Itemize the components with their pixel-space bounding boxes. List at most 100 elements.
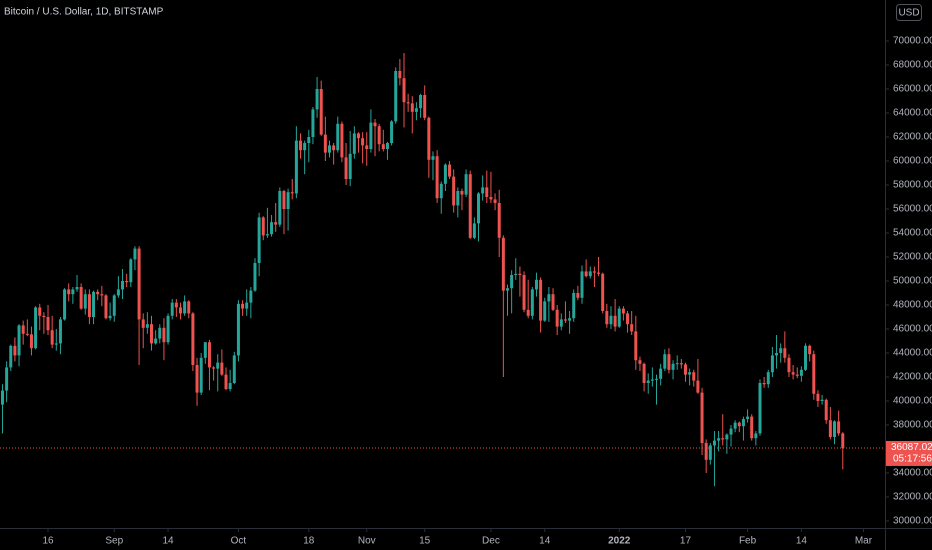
- candle-body: [427, 117, 431, 160]
- x-tick-label: Sep: [105, 536, 123, 547]
- candle-body: [100, 294, 104, 296]
- candle-body: [791, 372, 795, 375]
- candle-body: [485, 187, 489, 198]
- candle-body: [841, 433, 845, 448]
- candle-body: [21, 325, 25, 334]
- candle-body: [96, 291, 100, 295]
- candle-body: [191, 313, 195, 366]
- candle-body: [741, 419, 745, 427]
- candle-body: [92, 291, 96, 318]
- candle-body: [671, 363, 675, 370]
- candle-body: [725, 434, 729, 440]
- candle-body: [613, 315, 617, 327]
- candle-body: [452, 176, 456, 206]
- candle-body: [795, 374, 799, 376]
- candle-body: [150, 324, 154, 344]
- x-tick-label: Feb: [739, 536, 757, 547]
- candle-body: [708, 445, 712, 460]
- candle-body: [29, 334, 33, 349]
- x-tick-label: 17: [680, 536, 692, 547]
- candle-body: [526, 309, 530, 316]
- candle-body: [46, 317, 50, 331]
- candle-body: [609, 315, 613, 325]
- candle-body: [638, 360, 642, 364]
- candle-body: [394, 71, 398, 122]
- candle-body: [282, 191, 286, 210]
- candle-body: [54, 343, 58, 345]
- candle-body: [170, 302, 174, 316]
- candle-body: [692, 372, 696, 381]
- x-tick-label: 14: [162, 536, 174, 547]
- y-tick-label: 60000.00: [893, 156, 932, 167]
- candle-body: [125, 281, 129, 283]
- candle-body: [820, 399, 824, 402]
- candle-body: [137, 248, 141, 320]
- candle-body: [141, 319, 145, 328]
- candle-body: [327, 145, 331, 153]
- candle-body: [67, 289, 71, 295]
- candle-body: [369, 122, 373, 150]
- candle-body: [17, 325, 21, 356]
- candle-body: [489, 197, 493, 200]
- candle-body: [38, 307, 42, 316]
- candle-body: [63, 289, 67, 320]
- candle-body: [303, 143, 307, 151]
- y-tick-label: 52000.00: [893, 252, 932, 263]
- currency-button[interactable]: [896, 4, 922, 21]
- candle-body: [34, 307, 38, 349]
- y-tick-label: 46000.00: [893, 324, 932, 335]
- candle-body: [154, 338, 158, 344]
- x-tick-label: Dec: [482, 536, 500, 547]
- candle-body: [129, 259, 133, 283]
- candle-body: [207, 342, 211, 368]
- candle-body: [332, 145, 336, 151]
- candle-body: [630, 324, 634, 332]
- y-tick-label: 66000.00: [893, 84, 932, 95]
- y-tick-label: 30000.00: [893, 516, 932, 527]
- candle-body: [551, 294, 555, 310]
- y-tick-label: 58000.00: [893, 180, 932, 191]
- candle-body: [71, 289, 75, 295]
- candle-body: [410, 103, 414, 112]
- candle-body: [42, 315, 46, 318]
- candle-body: [5, 367, 9, 391]
- candle-body: [236, 303, 240, 356]
- candle-body: [659, 368, 663, 379]
- candle-body: [108, 315, 112, 319]
- candle-body: [750, 416, 754, 439]
- candle-body: [377, 126, 381, 145]
- candle-body: [365, 145, 369, 150]
- candle-body: [145, 324, 149, 328]
- candle-body: [721, 438, 725, 440]
- candle-body: [356, 133, 360, 139]
- candle-body: [456, 191, 460, 206]
- candle-body: [203, 342, 207, 358]
- candle-body: [87, 294, 91, 318]
- last-price-tag: [886, 440, 932, 466]
- candle-body: [729, 428, 733, 435]
- candle-body: [178, 307, 182, 314]
- candle-body: [187, 301, 191, 314]
- candle-body: [812, 354, 816, 394]
- candle-body: [799, 369, 803, 376]
- candle-body: [431, 156, 435, 160]
- candle-body: [448, 164, 452, 177]
- candle-body: [646, 380, 650, 384]
- candle-body: [787, 357, 791, 373]
- currency-label[interactable]: USD: [898, 8, 919, 19]
- candle-body: [518, 273, 522, 276]
- candle-body: [398, 71, 402, 79]
- candle-body: [758, 383, 762, 434]
- candle-body: [712, 440, 716, 446]
- candle-body: [340, 123, 344, 158]
- candle-body: [775, 353, 779, 356]
- candle-body: [307, 137, 311, 144]
- candle-body: [443, 164, 447, 184]
- candle-body: [0, 390, 4, 405]
- candle-body: [133, 248, 137, 260]
- candle-body: [435, 156, 439, 199]
- y-tick-label: 34000.00: [893, 468, 932, 479]
- candle-body: [311, 109, 315, 138]
- candle-body: [261, 217, 265, 236]
